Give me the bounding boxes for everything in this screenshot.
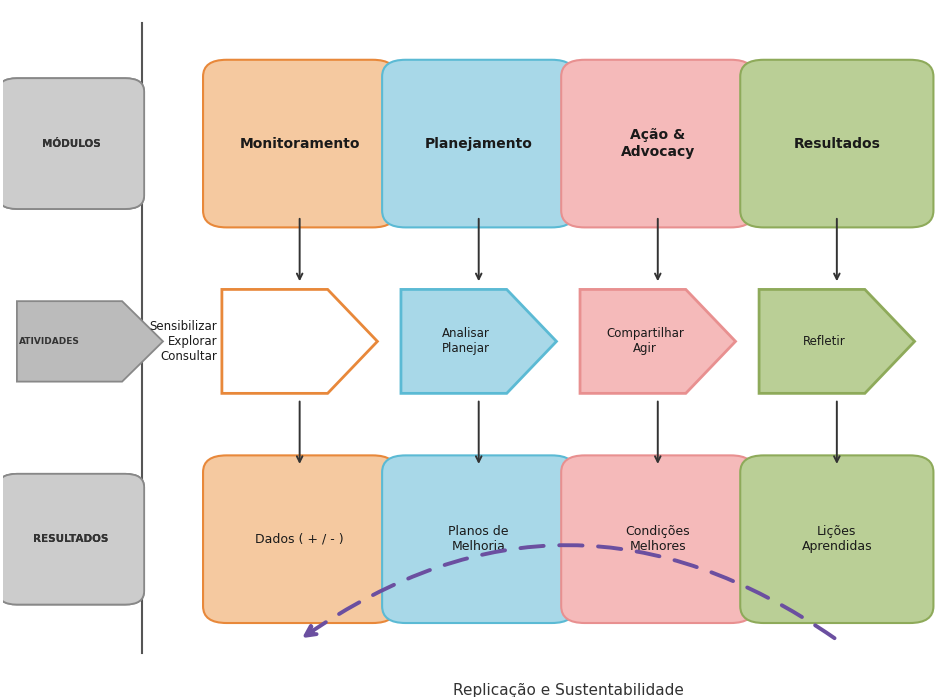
Text: Planejamento: Planejamento bbox=[425, 137, 533, 151]
Text: RESULTADOS: RESULTADOS bbox=[33, 534, 109, 544]
Text: Ação &
Advocacy: Ação & Advocacy bbox=[621, 128, 695, 159]
FancyBboxPatch shape bbox=[561, 60, 755, 227]
Text: Planos de
Melhoria: Planos de Melhoria bbox=[448, 526, 509, 553]
FancyBboxPatch shape bbox=[0, 78, 144, 209]
FancyBboxPatch shape bbox=[203, 455, 396, 623]
FancyBboxPatch shape bbox=[0, 78, 144, 209]
FancyArrowPatch shape bbox=[305, 545, 834, 638]
Text: Compartilhar
Agir: Compartilhar Agir bbox=[607, 328, 684, 355]
Polygon shape bbox=[222, 289, 377, 393]
Text: Condições
Melhores: Condições Melhores bbox=[626, 526, 690, 553]
Text: MÓDULOS: MÓDULOS bbox=[42, 139, 100, 148]
FancyBboxPatch shape bbox=[203, 60, 396, 227]
Text: Replicação e Sustentabilidade: Replicação e Sustentabilidade bbox=[453, 682, 684, 697]
Text: Resultados: Resultados bbox=[793, 137, 881, 151]
FancyBboxPatch shape bbox=[740, 60, 934, 227]
Polygon shape bbox=[580, 289, 736, 393]
FancyBboxPatch shape bbox=[0, 474, 144, 604]
FancyBboxPatch shape bbox=[561, 455, 755, 623]
FancyBboxPatch shape bbox=[740, 455, 934, 623]
Text: ATIVIDADES: ATIVIDADES bbox=[19, 337, 81, 346]
Polygon shape bbox=[759, 289, 915, 393]
FancyBboxPatch shape bbox=[382, 60, 575, 227]
Text: Lições
Aprendidas: Lições Aprendidas bbox=[801, 526, 872, 553]
Polygon shape bbox=[401, 289, 556, 393]
Text: Sensibilizar
Explorar
Consultar: Sensibilizar Explorar Consultar bbox=[150, 320, 217, 363]
FancyBboxPatch shape bbox=[0, 474, 144, 604]
Text: RESULTADOS: RESULTADOS bbox=[33, 534, 109, 544]
Text: MÓDULOS: MÓDULOS bbox=[42, 139, 100, 148]
Text: Monitoramento: Monitoramento bbox=[240, 137, 360, 151]
Polygon shape bbox=[17, 301, 163, 382]
Text: Dados ( + / - ): Dados ( + / - ) bbox=[255, 533, 344, 546]
Text: Analisar
Planejar: Analisar Planejar bbox=[443, 328, 490, 355]
FancyBboxPatch shape bbox=[382, 455, 575, 623]
Text: Refletir: Refletir bbox=[803, 335, 846, 348]
